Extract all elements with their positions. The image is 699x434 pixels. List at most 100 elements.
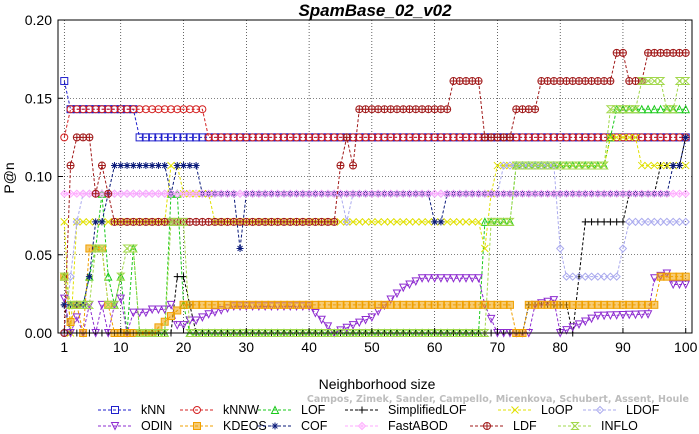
data-point bbox=[348, 189, 358, 198]
data-point bbox=[166, 312, 175, 321]
data-point bbox=[291, 329, 302, 337]
data-point bbox=[241, 329, 252, 337]
data-point bbox=[574, 161, 584, 170]
data-point bbox=[104, 189, 113, 198]
legend-item-simplifiedlof: SimplifiedLOF bbox=[345, 403, 467, 417]
data-point bbox=[154, 105, 163, 114]
data-point bbox=[97, 105, 106, 114]
data-point bbox=[393, 218, 401, 226]
y-axis-label: P@n bbox=[1, 162, 17, 193]
data-point bbox=[637, 77, 647, 86]
data-point bbox=[210, 133, 219, 142]
data-point bbox=[624, 105, 634, 114]
data-point bbox=[311, 133, 320, 142]
data-point bbox=[480, 244, 489, 253]
data-point bbox=[524, 133, 533, 142]
data-point bbox=[342, 133, 351, 142]
data-point bbox=[323, 322, 333, 331]
legend-label: LoOP bbox=[541, 403, 573, 417]
data-point bbox=[574, 272, 584, 281]
data-point bbox=[449, 218, 458, 226]
data-point bbox=[531, 133, 540, 142]
data-point bbox=[380, 133, 389, 142]
x-axis-label: Neighborhood size bbox=[319, 376, 436, 392]
data-point bbox=[84, 300, 95, 309]
data-point bbox=[443, 105, 452, 114]
data-point bbox=[624, 310, 634, 320]
data-point bbox=[505, 133, 514, 142]
data-point bbox=[342, 329, 352, 337]
data-point bbox=[279, 133, 288, 142]
series-ldf bbox=[60, 48, 690, 337]
data-point bbox=[185, 133, 194, 142]
data-point bbox=[562, 189, 571, 198]
data-point bbox=[78, 300, 88, 309]
data-point bbox=[116, 189, 125, 198]
data-point bbox=[374, 133, 383, 142]
data-point bbox=[480, 329, 490, 337]
data-point bbox=[568, 323, 578, 332]
data-point bbox=[136, 162, 144, 170]
series-line bbox=[63, 108, 686, 138]
data-point bbox=[455, 329, 465, 337]
x-tick-label: 50 bbox=[364, 339, 380, 355]
data-point bbox=[462, 133, 471, 142]
data-point bbox=[631, 310, 640, 320]
data-point bbox=[267, 189, 276, 198]
data-point bbox=[97, 300, 107, 310]
data-point bbox=[117, 162, 125, 170]
data-point bbox=[59, 272, 69, 281]
data-point bbox=[60, 218, 69, 226]
y-tick-label: 0.00 bbox=[25, 325, 52, 341]
data-point bbox=[179, 105, 188, 114]
data-point bbox=[298, 329, 308, 337]
data-point bbox=[436, 329, 446, 337]
data-point bbox=[148, 133, 157, 142]
data-point bbox=[555, 161, 565, 170]
data-point bbox=[192, 105, 201, 114]
data-point bbox=[367, 133, 376, 142]
x-tick-label: 40 bbox=[301, 339, 317, 355]
data-point bbox=[637, 161, 646, 170]
data-point bbox=[316, 329, 327, 337]
data-point bbox=[379, 329, 390, 337]
data-point bbox=[141, 105, 150, 114]
data-point bbox=[154, 133, 163, 142]
x-tick-label: 100 bbox=[674, 339, 698, 355]
data-point bbox=[129, 189, 138, 198]
series-line bbox=[63, 80, 686, 334]
data-point bbox=[179, 189, 188, 198]
data-point bbox=[580, 161, 590, 170]
data-point bbox=[650, 104, 659, 114]
data-point bbox=[380, 218, 389, 226]
data-point bbox=[261, 133, 270, 142]
data-point bbox=[542, 161, 553, 170]
data-point bbox=[650, 300, 659, 309]
data-point bbox=[185, 105, 194, 114]
data-point bbox=[486, 217, 496, 226]
data-point bbox=[154, 189, 163, 198]
data-point bbox=[568, 161, 578, 170]
data-point bbox=[129, 162, 137, 170]
data-point bbox=[474, 189, 483, 198]
data-point bbox=[260, 329, 270, 337]
data-point bbox=[492, 217, 503, 226]
x-tick-label: 90 bbox=[615, 339, 631, 355]
data-point bbox=[612, 189, 621, 198]
data-point bbox=[90, 244, 101, 253]
data-point bbox=[135, 133, 144, 142]
data-point bbox=[606, 132, 615, 142]
data-point bbox=[229, 329, 239, 337]
data-point bbox=[72, 313, 82, 322]
data-point bbox=[173, 162, 181, 170]
data-point bbox=[222, 329, 233, 337]
data-point bbox=[349, 161, 358, 170]
data-point bbox=[392, 289, 402, 299]
data-point bbox=[270, 405, 280, 414]
data-point bbox=[342, 217, 351, 227]
legend-label: COF bbox=[301, 419, 328, 433]
data-point bbox=[85, 273, 93, 281]
data-point bbox=[193, 406, 201, 414]
data-point bbox=[342, 189, 351, 198]
data-point bbox=[122, 244, 132, 253]
